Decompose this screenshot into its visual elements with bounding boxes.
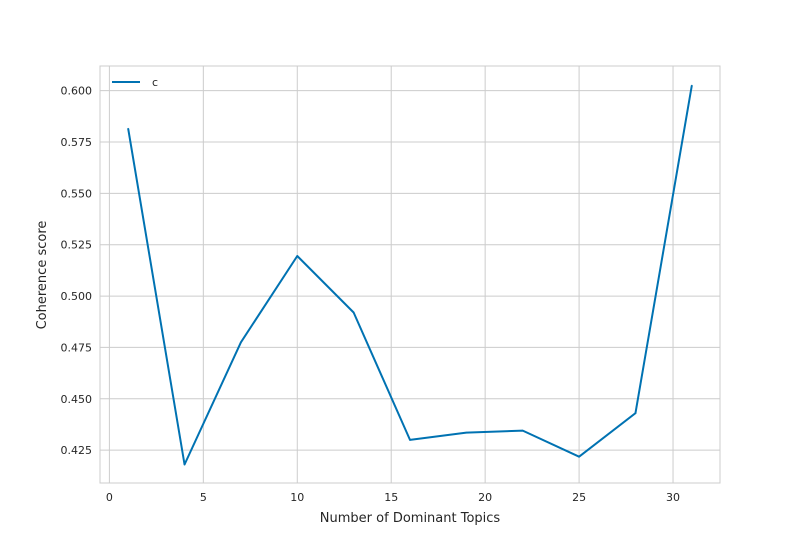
y-tick-label: 0.425 xyxy=(61,444,93,457)
data-point xyxy=(691,84,693,87)
x-tick-label: 0 xyxy=(106,491,113,504)
data-point xyxy=(296,255,299,257)
y-tick-label: 0.600 xyxy=(61,85,93,98)
x-tick-label: 25 xyxy=(572,491,586,504)
data-point xyxy=(352,311,355,314)
y-tick-label: 0.475 xyxy=(61,341,93,354)
data-point xyxy=(578,455,580,458)
x-tick-label: 10 xyxy=(290,491,304,504)
x-axis-label: Number of Dominant Topics xyxy=(320,511,501,526)
y-tick-label: 0.450 xyxy=(61,393,93,406)
y-tick-label: 0.500 xyxy=(61,290,93,303)
y-tick-label: 0.550 xyxy=(61,187,93,200)
x-tick-label: 20 xyxy=(478,491,492,504)
data-point xyxy=(240,341,242,344)
grid xyxy=(100,66,720,483)
x-tick-label: 30 xyxy=(666,491,680,504)
data-point xyxy=(521,429,524,432)
x-tick-label: 5 xyxy=(200,491,207,504)
data-point xyxy=(183,463,186,466)
y-tick-label: 0.575 xyxy=(61,136,93,149)
legend: c xyxy=(112,76,158,89)
data-point xyxy=(409,439,411,441)
y-axis-label: Coherence score xyxy=(35,221,50,330)
data-point xyxy=(634,412,637,414)
plot-frame xyxy=(99,65,721,484)
y-tick-label: 0.525 xyxy=(61,239,93,252)
x-axis: 0 5 10 15 20 25 30 xyxy=(106,491,680,504)
legend-label-c: c xyxy=(152,76,158,89)
data-point xyxy=(465,431,468,434)
data-point xyxy=(127,127,129,130)
series-layer xyxy=(127,84,693,466)
y-axis: 0.425 0.450 0.475 0.500 0.525 0.550 0.575 0.600 xyxy=(61,85,93,457)
x-tick-label: 15 xyxy=(384,491,398,504)
